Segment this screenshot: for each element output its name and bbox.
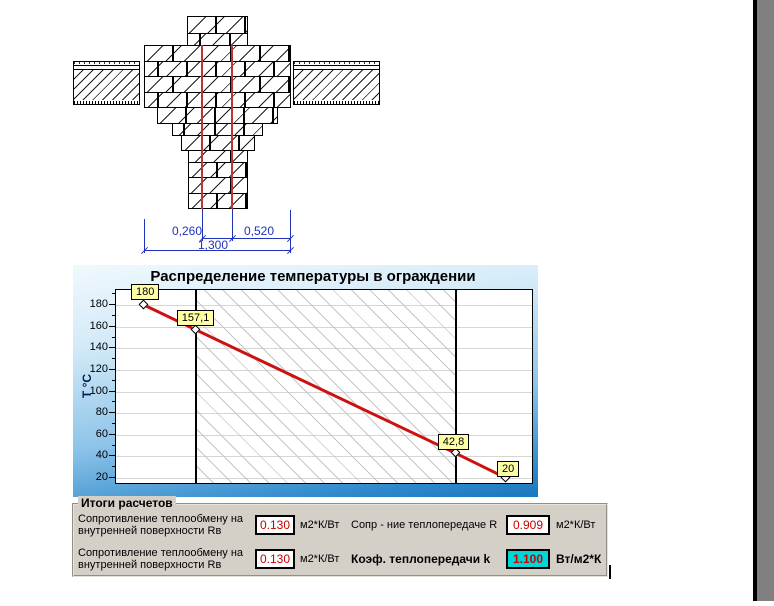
brick-course [157, 107, 278, 124]
y-minor-tick [112, 422, 115, 424]
side-wall-right [293, 61, 380, 105]
window-edge-bar [757, 0, 774, 601]
y-minor-tick [112, 336, 115, 338]
y-axis: 180 160 140 120 100 80 60 40 20 [73, 289, 115, 484]
k-value-box[interactable]: 1.100 [506, 549, 550, 569]
y-tick-mark [109, 390, 115, 392]
y-minor-tick [112, 466, 115, 468]
y-tick-label: 20 [95, 471, 108, 483]
y-tick-label: 60 [95, 427, 108, 440]
brick-course [144, 76, 291, 93]
dim-line [202, 238, 291, 239]
temperature-curve [143, 303, 507, 480]
k-label: Коэф. теплопередачи k [351, 552, 491, 566]
results-panel: Итоги расчетов Сопротивление теплообмену… [72, 496, 608, 577]
y-tick-label: 120 [89, 362, 108, 375]
dim-extension-line [144, 219, 145, 253]
chart-panel: Распределение температуры в ограждении Т… [73, 265, 538, 497]
y-tick-label: 160 [89, 319, 108, 332]
rv-label-line1: Сопротивление теплообмену на [78, 513, 244, 525]
chart-title: Распределение температуры в ограждении [150, 268, 476, 285]
wall-top-layer2 [294, 66, 379, 70]
y-minor-tick [112, 401, 115, 403]
window-edge-line [753, 0, 757, 601]
brick-course [188, 162, 248, 178]
results-title: Итоги расчетов [78, 496, 176, 510]
y-tick-mark [109, 347, 115, 349]
k-unit: Вт/м2*К [556, 552, 602, 566]
y-tick-mark [109, 325, 115, 327]
brick-course [187, 16, 248, 34]
wall-boundary-line [194, 290, 197, 483]
rv-value-box[interactable]: 0.130 [255, 515, 295, 535]
dim-extension-line [290, 210, 291, 253]
wall-bottom-layer [74, 100, 139, 104]
y-minor-tick [112, 314, 115, 316]
brick-course [144, 92, 291, 108]
data-point-label: 20 [497, 461, 520, 477]
dimension-label-right: 0,520 [243, 224, 275, 238]
brick-course [188, 177, 248, 194]
rn-label-line2: внутренней поверхности Rв [78, 559, 222, 571]
wall-bottom-layer [294, 100, 379, 104]
dimension-label-total: 1,300 [197, 238, 229, 252]
y-tick-mark [109, 433, 115, 435]
wall-boundary-line [454, 290, 457, 483]
brick-course [181, 135, 255, 151]
y-minor-tick [112, 293, 115, 295]
rv-label-line2: внутренней поверхности Rв [78, 525, 222, 537]
dimension-label-left: 0,260 [171, 224, 203, 238]
data-point-label: 157,1 [176, 309, 215, 326]
rn-unit: м2*К/Вт [300, 553, 340, 565]
wall-top-layer [74, 62, 139, 66]
wall-top-layer2 [74, 66, 139, 70]
y-tick-label: 100 [89, 384, 108, 397]
dim-extension-line [232, 209, 233, 241]
brick-course [188, 193, 248, 209]
side-wall-left [73, 61, 140, 105]
rn-label-line1: Сопротивление теплообмену на [78, 547, 244, 559]
rv-unit: м2*К/Вт [300, 519, 340, 531]
brick-course [144, 45, 291, 62]
r-label: Сопр - ние теплопередаче R [351, 519, 498, 531]
y-tick-label: 80 [95, 406, 108, 419]
y-tick-mark [109, 368, 115, 370]
y-tick-label: 40 [95, 449, 108, 462]
r-value-box[interactable]: 0.909 [506, 515, 550, 535]
y-tick-mark [109, 455, 115, 457]
rn-value-box[interactable]: 0.130 [255, 549, 295, 569]
y-tick-label: 180 [89, 298, 108, 310]
dim-extension-line [202, 209, 203, 241]
heat-flow-line [201, 45, 203, 209]
wall-hatch-body [74, 70, 139, 100]
text-caret [609, 565, 611, 579]
data-point-label: 180 [131, 284, 160, 300]
y-tick-mark [109, 304, 115, 305]
temperature-polyline [143, 303, 507, 480]
y-tick-label: 140 [89, 341, 108, 354]
wall-hatch-region [195, 290, 456, 483]
y-minor-tick [112, 379, 115, 381]
r-unit: м2*К/Вт [556, 519, 596, 531]
y-minor-tick [112, 358, 115, 360]
heat-flow-line [231, 45, 233, 209]
y-tick-mark [109, 412, 115, 414]
y-minor-tick [112, 444, 115, 446]
dim-line [144, 250, 291, 251]
data-point-label: 42,8 [437, 434, 470, 451]
wall-top-layer [294, 62, 379, 66]
brick-course [144, 61, 291, 77]
y-tick-mark [109, 477, 115, 478]
wall-hatch-body [294, 70, 379, 100]
plot-area: 180 157,1 42,8 20 [115, 284, 533, 484]
